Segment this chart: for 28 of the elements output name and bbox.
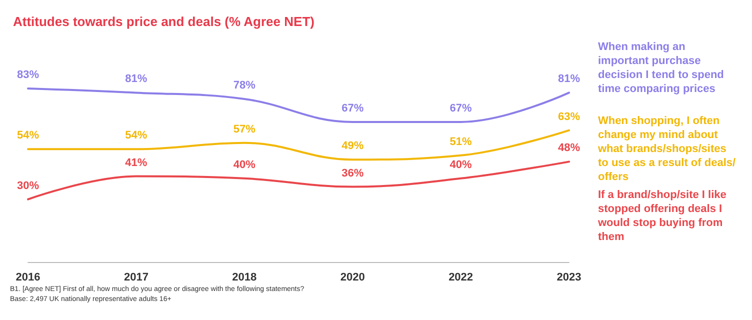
data-label: 63% — [558, 110, 580, 123]
x-tick-label: 2017 — [124, 272, 148, 284]
data-label: 54% — [16, 130, 40, 142]
data-label: 40% — [233, 158, 256, 171]
data-label: 67% — [342, 102, 364, 114]
text: When making an important purchase decision I tend to spend time comparing prices — [598, 41, 727, 95]
data-label: 30% — [16, 180, 40, 192]
x-tick-label: 2016 — [16, 272, 40, 284]
data-label: 54% — [125, 130, 148, 142]
data-label: 36% — [342, 167, 364, 180]
data-label: 48% — [558, 142, 580, 154]
data-label: 40% — [450, 158, 472, 171]
data-label: 78% — [233, 79, 256, 92]
chart-title: Attitudes towards price and deals (% Agree NET) — [13, 14, 314, 29]
data-label: 41% — [125, 156, 148, 169]
data-label: 57% — [233, 123, 256, 136]
data-label: 81% — [125, 73, 148, 86]
x-tick-label: 2018 — [232, 272, 257, 284]
text: If a brand/shop/site I like stopped offering deals I would stop buying from them — [597, 189, 730, 243]
data-label: 51% — [450, 136, 472, 148]
x-tick-label: 2020 — [340, 272, 365, 284]
data-label: 81% — [558, 73, 580, 86]
data-label: 83% — [16, 69, 40, 82]
x-tick-label: 2023 — [556, 272, 582, 284]
data-label: 67% — [450, 102, 472, 114]
text: When shopping, I often change my mind about what brands/shops/sites to use as a result of deals/offers — [597, 115, 736, 183]
data-label: 49% — [342, 140, 364, 152]
x-tick-label: 2022 — [448, 272, 474, 284]
